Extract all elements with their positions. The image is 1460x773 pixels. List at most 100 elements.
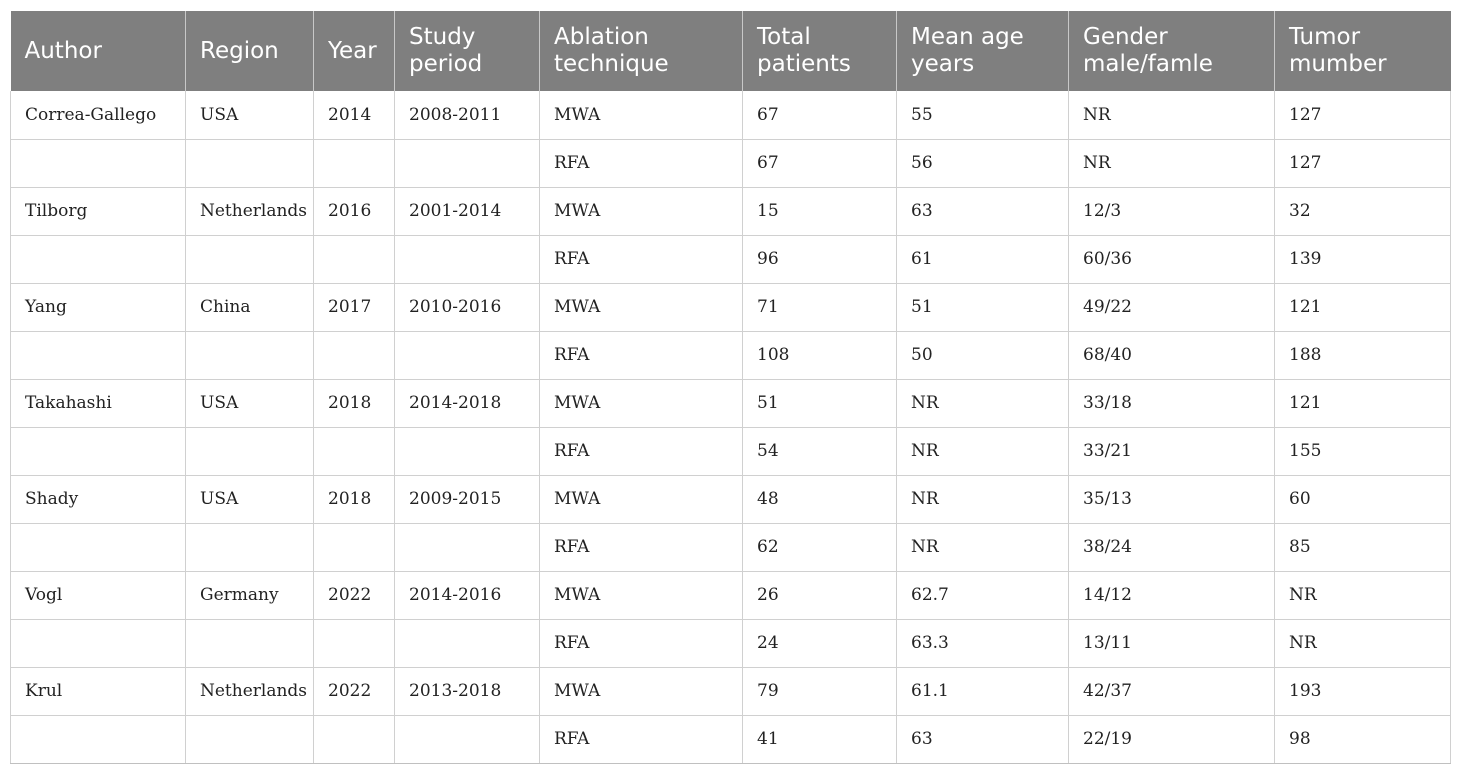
cell-ablation-technique: RFA (539, 235, 743, 284)
cell-gender: 49/22 (1068, 283, 1275, 332)
cell-mean-age: 56 (896, 139, 1069, 188)
cell-mean-age: 63 (896, 187, 1069, 236)
cell-year (313, 139, 395, 188)
header-mean-age: Mean age years (896, 11, 1069, 91)
cell-gender: 38/24 (1068, 523, 1275, 572)
table-row: RFA 96 61 60/36 139 (10, 235, 1451, 284)
cell-year: 2016 (313, 187, 395, 236)
table-row: Yang China 2017 2010-2016 MWA 71 51 49/22 121 (10, 283, 1451, 332)
cell-ablation-technique: MWA (539, 91, 743, 140)
header-year: Year (313, 11, 395, 91)
cell-author (10, 235, 186, 284)
cell-region: USA (185, 475, 314, 524)
cell-tumor-number: NR (1274, 571, 1451, 620)
cell-author (10, 139, 186, 188)
cell-year: 2014 (313, 91, 395, 140)
cell-study-period (394, 619, 540, 668)
cell-gender: 35/13 (1068, 475, 1275, 524)
cell-study-period: 2010-2016 (394, 283, 540, 332)
cell-mean-age: NR (896, 475, 1069, 524)
table-row: RFA 67 56 NR 127 (10, 139, 1451, 188)
header-author: Author (10, 11, 186, 91)
cell-year (313, 523, 395, 572)
cell-total-patients: 71 (742, 283, 897, 332)
cell-ablation-technique: MWA (539, 667, 743, 716)
cell-region (185, 331, 314, 380)
cell-study-period: 2001-2014 (394, 187, 540, 236)
cell-ablation-technique: MWA (539, 187, 743, 236)
cell-ablation-technique: RFA (539, 523, 743, 572)
cell-author (10, 331, 186, 380)
header-region: Region (185, 11, 314, 91)
cell-total-patients: 26 (742, 571, 897, 620)
cell-tumor-number: 121 (1274, 379, 1451, 428)
cell-year: 2022 (313, 571, 395, 620)
table-row: RFA 62 NR 38/24 85 (10, 523, 1451, 572)
cell-gender: 13/11 (1068, 619, 1275, 668)
cell-total-patients: 62 (742, 523, 897, 572)
cell-total-patients: 96 (742, 235, 897, 284)
cell-author (10, 715, 186, 764)
table-row: RFA 108 50 68/40 188 (10, 331, 1451, 380)
cell-mean-age: 63.3 (896, 619, 1069, 668)
cell-study-period (394, 427, 540, 476)
cell-tumor-number: 127 (1274, 139, 1451, 188)
cell-total-patients: 41 (742, 715, 897, 764)
cell-region (185, 523, 314, 572)
cell-total-patients: 67 (742, 91, 897, 140)
cell-region: China (185, 283, 314, 332)
cell-year (313, 235, 395, 284)
cell-tumor-number: 32 (1274, 187, 1451, 236)
cell-tumor-number: 85 (1274, 523, 1451, 572)
cell-study-period: 2014-2018 (394, 379, 540, 428)
cell-mean-age: 51 (896, 283, 1069, 332)
cell-author: Krul (10, 667, 186, 716)
cell-year: 2017 (313, 283, 395, 332)
cell-year: 2022 (313, 667, 395, 716)
table-row: Tilborg Netherlands 2016 2001-2014 MWA 15 63 12… (10, 187, 1451, 236)
cell-year: 2018 (313, 475, 395, 524)
cell-study-period (394, 331, 540, 380)
header-gender: Gender male/famle (1068, 11, 1275, 91)
cell-gender: 60/36 (1068, 235, 1275, 284)
cell-tumor-number: 127 (1274, 91, 1451, 140)
header-study-period: Study period (394, 11, 540, 91)
cell-year (313, 427, 395, 476)
cell-total-patients: 51 (742, 379, 897, 428)
cell-year (313, 331, 395, 380)
cell-total-patients: 15 (742, 187, 897, 236)
header-row: Author Region Year Study period Ablation… (10, 11, 1451, 91)
cell-ablation-technique: MWA (539, 475, 743, 524)
cell-region: USA (185, 91, 314, 140)
cell-ablation-technique: RFA (539, 715, 743, 764)
cell-year (313, 619, 395, 668)
header-tumor-number: Tumor mumber (1274, 11, 1451, 91)
cell-region: Netherlands (185, 187, 314, 236)
cell-author: Correa-Gallego (10, 91, 186, 140)
cell-total-patients: 24 (742, 619, 897, 668)
cell-tumor-number: 139 (1274, 235, 1451, 284)
cell-mean-age: NR (896, 379, 1069, 428)
cell-gender: 33/18 (1068, 379, 1275, 428)
cell-study-period (394, 139, 540, 188)
cell-mean-age: 62.7 (896, 571, 1069, 620)
cell-gender: 14/12 (1068, 571, 1275, 620)
table-row: RFA 24 63.3 13/11 NR (10, 619, 1451, 668)
cell-study-period (394, 715, 540, 764)
study-characteristics-table: Author Region Year Study period Ablation… (10, 11, 1451, 764)
cell-mean-age: NR (896, 523, 1069, 572)
cell-year (313, 715, 395, 764)
cell-mean-age: NR (896, 427, 1069, 476)
cell-gender: NR (1068, 139, 1275, 188)
cell-gender: NR (1068, 91, 1275, 140)
table-row: Takahashi USA 2018 2014-2018 MWA 51 NR 33/18 121 (10, 379, 1451, 428)
cell-ablation-technique: RFA (539, 427, 743, 476)
cell-total-patients: 54 (742, 427, 897, 476)
cell-study-period: 2013-2018 (394, 667, 540, 716)
cell-mean-age: 61.1 (896, 667, 1069, 716)
table-row: Krul Netherlands 2022 2013-2018 MWA 79 61.1 42/… (10, 667, 1451, 716)
cell-ablation-technique: RFA (539, 139, 743, 188)
cell-author: Shady (10, 475, 186, 524)
cell-mean-age: 55 (896, 91, 1069, 140)
header-ablation-technique: Ablation technique (539, 11, 743, 91)
